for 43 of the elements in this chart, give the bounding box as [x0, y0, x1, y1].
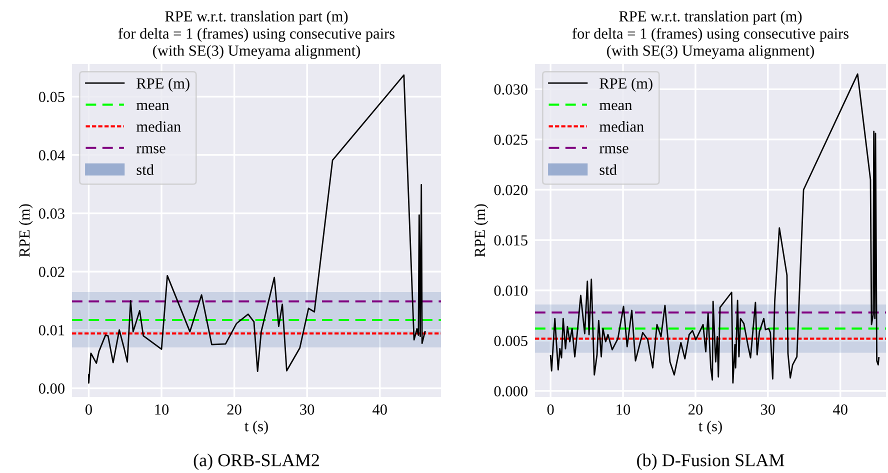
x-tick-label: 40 [372, 404, 387, 415]
legend-label: median [136, 121, 181, 132]
x-axis-title: t (s) [698, 420, 722, 434]
legend-label: rmse [136, 146, 166, 154]
y-tick-label: 0.030 [494, 84, 528, 95]
y-tick-label: 0.000 [494, 386, 528, 396]
y-tick-label: 0.025 [494, 134, 528, 145]
legend-label: mean [599, 102, 632, 110]
x-tick-label: 20 [227, 404, 242, 415]
x-tick-label: 30 [300, 404, 314, 415]
y-tick-label: 0.00 [38, 383, 64, 394]
x-tick-label: 20 [688, 404, 703, 415]
legend-label: median [599, 121, 644, 132]
y-tick-label: 0.020 [494, 184, 528, 196]
x-axis-title: t (s) [244, 420, 268, 434]
x-tick-label: 40 [833, 404, 848, 415]
legend-label: RPE (m) [136, 78, 190, 92]
text: (b) D-Fusion SLAM [637, 454, 784, 470]
y-tick-label: 0.03 [38, 208, 64, 219]
y-tick-label: 0.010 [494, 286, 528, 296]
line-series [550, 73, 880, 384]
legend-label: rmse [599, 146, 628, 154]
x-tick-label: 10 [155, 404, 169, 415]
y-axis-title: RPE (m) [18, 204, 33, 258]
legend-label: mean [136, 102, 170, 110]
x-tick-label: 30 [761, 404, 775, 415]
line-series [88, 74, 426, 384]
y-tick-label: 0.005 [494, 336, 528, 346]
chart-title: RPE w.r.t. translation part (m) for delta = 1 (frames) using consecutive pairs (with SE(3) Umeyama alignment) [572, 10, 849, 59]
x-tick-label: 0 [86, 404, 92, 415]
x-tick-label: 0 [547, 404, 554, 415]
legend-label: std [600, 164, 617, 175]
y-axis-title: RPE (m) [474, 204, 488, 258]
y-tick-label: 0.04 [38, 150, 65, 160]
y-tick-label: 0.02 [38, 266, 64, 278]
chart-title: RPE w.r.t. translation part (m) for delta = 1 (frames) using consecutive pairs (with SE(3) Umeyama alignment) [118, 10, 395, 59]
legend-label: RPE (m) [600, 78, 652, 92]
x-tick-label: 10 [616, 404, 630, 415]
text: (a) ORB-SLAM2 [194, 454, 319, 470]
y-tick-label: 0.015 [494, 235, 528, 246]
y-tick-label: 0.01 [38, 325, 64, 336]
y-tick-label: 0.05 [38, 92, 64, 102]
legend-label: std [136, 164, 154, 175]
